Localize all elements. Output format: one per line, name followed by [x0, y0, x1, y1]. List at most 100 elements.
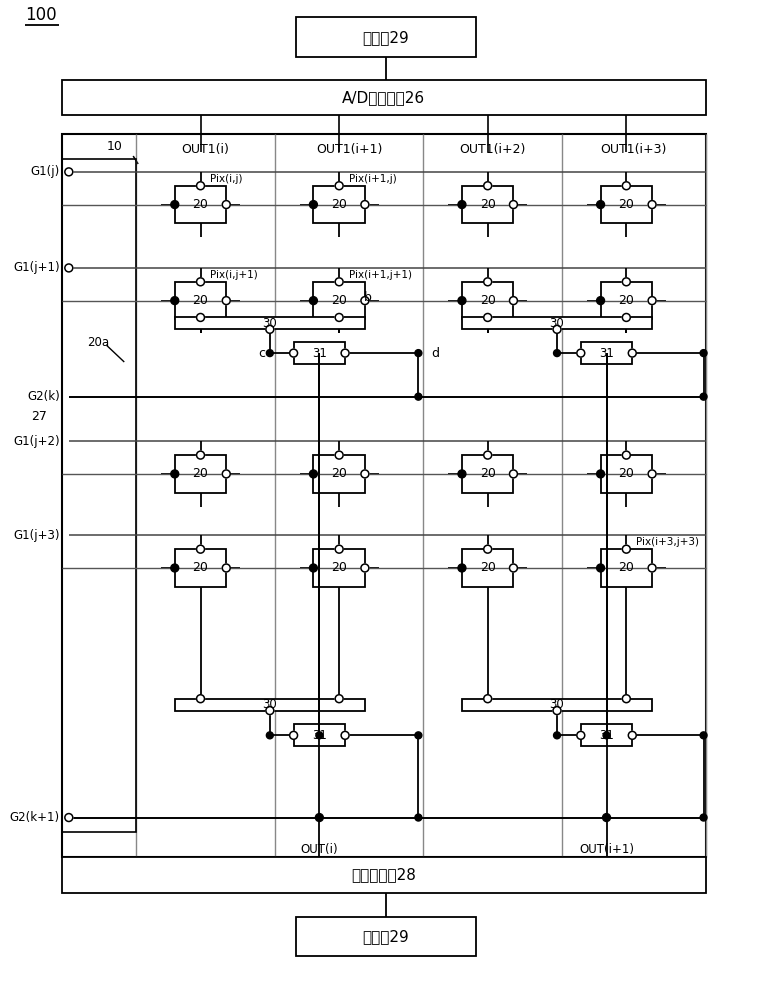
Circle shape [458, 470, 466, 478]
Bar [293, 724, 345, 746]
Bar [174, 455, 226, 493]
Text: 20: 20 [331, 198, 347, 211]
Circle shape [597, 564, 604, 572]
Circle shape [197, 182, 204, 190]
Circle shape [629, 731, 636, 739]
Bar [581, 724, 632, 746]
Circle shape [623, 545, 630, 553]
Circle shape [290, 349, 297, 357]
Text: 20: 20 [480, 467, 495, 480]
Text: 20: 20 [480, 294, 495, 307]
Circle shape [341, 731, 349, 739]
Bar [462, 282, 514, 319]
Text: 20a: 20a [87, 336, 109, 349]
Circle shape [603, 732, 610, 739]
Circle shape [290, 731, 297, 739]
Circle shape [458, 201, 466, 209]
Text: 20: 20 [480, 561, 495, 574]
Circle shape [623, 313, 630, 321]
Circle shape [700, 814, 707, 821]
Text: 31: 31 [312, 729, 327, 742]
Bar [313, 455, 365, 493]
Circle shape [197, 278, 204, 286]
Circle shape [315, 814, 323, 821]
Bar [174, 549, 226, 587]
Circle shape [197, 695, 204, 703]
Circle shape [171, 470, 179, 478]
Circle shape [223, 470, 230, 478]
Text: 控制部29: 控制部29 [362, 929, 409, 944]
Bar [296, 917, 475, 956]
Circle shape [197, 451, 204, 459]
Text: OUT(i+1): OUT(i+1) [579, 843, 634, 856]
Circle shape [335, 451, 343, 459]
Circle shape [553, 325, 561, 333]
Circle shape [309, 297, 317, 305]
Text: G1(j): G1(j) [30, 165, 60, 178]
Circle shape [603, 814, 610, 821]
Text: 20: 20 [193, 467, 209, 480]
Circle shape [577, 731, 584, 739]
Text: 20: 20 [619, 561, 634, 574]
Circle shape [335, 278, 343, 286]
Circle shape [623, 695, 630, 703]
Circle shape [484, 278, 491, 286]
Text: c: c [258, 347, 265, 360]
Text: G1(j+3): G1(j+3) [14, 529, 60, 542]
Circle shape [266, 707, 274, 715]
Text: Pix(i+1,j): Pix(i+1,j) [349, 174, 397, 184]
Circle shape [267, 350, 274, 357]
Circle shape [510, 470, 517, 478]
Circle shape [484, 695, 491, 703]
Text: OUT1(i+3): OUT1(i+3) [600, 143, 667, 156]
Text: d: d [431, 347, 439, 360]
Bar [425, 164, 703, 391]
Circle shape [484, 545, 491, 553]
Circle shape [171, 201, 179, 209]
Circle shape [171, 297, 179, 305]
Bar [293, 342, 345, 364]
Text: 控制部29: 控制部29 [362, 30, 409, 45]
Circle shape [629, 349, 636, 357]
Bar [425, 433, 703, 818]
Text: 20: 20 [193, 198, 209, 211]
Bar [62, 857, 706, 893]
Bar [138, 433, 421, 818]
Text: Pix(i,j+1): Pix(i,j+1) [210, 270, 258, 280]
Text: 10: 10 [107, 140, 123, 153]
Circle shape [415, 814, 422, 821]
Circle shape [316, 732, 323, 739]
Text: 30: 30 [262, 317, 277, 330]
Text: G2(k+1): G2(k+1) [10, 811, 60, 824]
Text: 20: 20 [619, 198, 634, 211]
Text: Pix(i+1,j+1): Pix(i+1,j+1) [349, 270, 412, 280]
Circle shape [648, 470, 656, 478]
Circle shape [309, 564, 317, 572]
Circle shape [623, 182, 630, 190]
Circle shape [648, 297, 656, 305]
Text: 27: 27 [31, 410, 47, 423]
Bar [296, 17, 475, 57]
Text: 31: 31 [599, 729, 614, 742]
Circle shape [65, 264, 72, 272]
Text: 20: 20 [619, 294, 634, 307]
Bar [174, 699, 365, 711]
Circle shape [700, 732, 707, 739]
Circle shape [648, 201, 656, 209]
Circle shape [223, 564, 230, 572]
Text: Pix(i,j): Pix(i,j) [210, 174, 243, 184]
Bar [600, 282, 652, 319]
Circle shape [623, 451, 630, 459]
Circle shape [415, 732, 422, 739]
Text: OUT1(i+1): OUT1(i+1) [316, 143, 383, 156]
Circle shape [700, 350, 707, 357]
Circle shape [623, 278, 630, 286]
Circle shape [197, 313, 204, 321]
Text: OUT1(i+2): OUT1(i+2) [459, 143, 526, 156]
Circle shape [266, 325, 274, 333]
Circle shape [415, 393, 422, 400]
Circle shape [510, 201, 517, 209]
Bar [174, 282, 226, 319]
Bar [462, 455, 514, 493]
Text: 20: 20 [331, 561, 347, 574]
